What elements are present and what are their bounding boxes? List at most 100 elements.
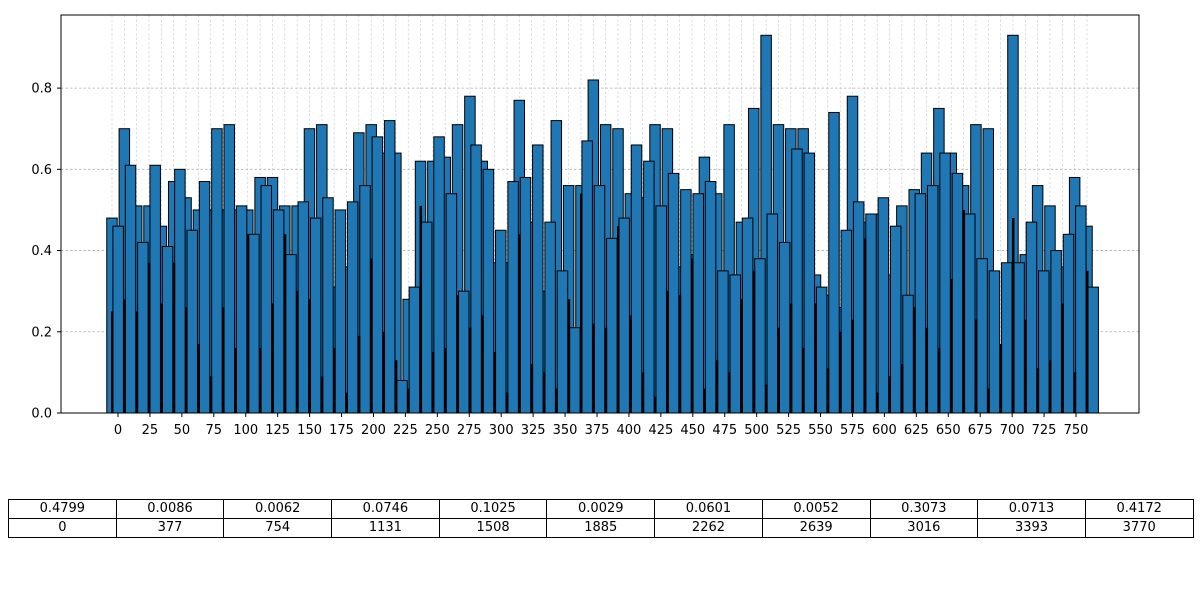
x-tick-label: 325 (521, 423, 546, 438)
bar (569, 327, 581, 414)
bar (235, 205, 248, 414)
overlay-bar (209, 376, 213, 413)
bar (457, 290, 470, 414)
bar (741, 217, 754, 414)
bar (507, 181, 519, 414)
bar (371, 136, 384, 414)
bar (1025, 221, 1038, 414)
overlay-bar (826, 368, 830, 413)
overlay-bar (308, 299, 311, 413)
overlay-bar (913, 307, 916, 413)
bar (544, 221, 556, 414)
table-cell-index: 1885 (546, 518, 656, 538)
bar (556, 270, 569, 414)
x-tick-label: 125 (265, 423, 290, 438)
bar (729, 274, 742, 414)
x-axis-ticks: 0 25 50 75 100 125 150 175 200 225 250 275 300 325 350… (114, 413, 1088, 438)
x-tick-label: 725 (1032, 423, 1057, 438)
overlay-bar (407, 388, 410, 413)
overlay-bar (518, 234, 521, 413)
bar (186, 229, 198, 414)
overlay-bar (493, 352, 497, 413)
x-tick-label: 650 (936, 423, 961, 438)
overlay-bar (691, 258, 694, 413)
overlay-bar (234, 348, 237, 413)
bar (260, 185, 273, 414)
overlay-bar (481, 315, 484, 413)
x-tick-label: 200 (361, 423, 386, 438)
x-tick-label: 0 (114, 423, 122, 438)
x-tick-label: 25 (142, 423, 159, 438)
overlay-bar (370, 258, 373, 413)
x-tick-label: 550 (808, 423, 833, 438)
overlay-bar (925, 327, 929, 413)
bar (1038, 270, 1050, 414)
overlay-bar (345, 392, 348, 413)
overlay-bar (1024, 319, 1027, 413)
bar (297, 201, 310, 414)
bar (346, 201, 359, 414)
overlay-bar (333, 348, 336, 413)
overlay-bar (654, 396, 657, 413)
overlay-bar (888, 376, 892, 413)
overlay-bar (1036, 368, 1040, 413)
table-cell-index: 377 (115, 518, 225, 538)
data-table: 0.4799 0.0086 0.0062 0.0746 0.1025 0.0029 0.06… (8, 499, 1194, 538)
x-tick-label: 300 (489, 423, 514, 438)
x-tick-label: 100 (233, 423, 258, 438)
bar (618, 217, 630, 414)
overlay-bar (1086, 270, 1089, 413)
bar (174, 168, 186, 414)
x-tick-label: 600 (872, 423, 897, 438)
x-tick-label: 50 (174, 423, 191, 438)
bar (1001, 262, 1013, 414)
overlay-bar (444, 348, 447, 413)
y-tick-label: 0.4 (31, 244, 52, 259)
bar (581, 140, 593, 414)
bar (791, 148, 803, 414)
bar (939, 152, 951, 414)
bar (680, 189, 692, 414)
overlay-bar (765, 384, 768, 413)
overlay-bar (629, 315, 632, 413)
x-tick-label: 75 (206, 423, 223, 438)
bar (803, 152, 816, 414)
bar (272, 209, 285, 414)
bar (334, 209, 347, 414)
x-tick-label: 275 (457, 423, 482, 438)
overlay-bar (617, 226, 620, 413)
bar (445, 193, 458, 414)
overlay-bar (999, 343, 1003, 413)
table-cell-index: 3770 (1084, 518, 1194, 538)
plot-frame (60, 14, 1140, 414)
bar (717, 270, 729, 414)
bar (964, 213, 976, 414)
x-tick-label: 475 (712, 423, 737, 438)
bar (149, 164, 161, 414)
table-cell-index: 3393 (977, 518, 1086, 538)
x-tick-label: 700 (1000, 423, 1025, 438)
bar-chart: 0.0 0.2 0.4 0.6 0.8 0 25 50 75 100 125 150 175 200 22… (31, 14, 1140, 438)
y-axis-ticks: 0.0 0.2 0.4 0.6 0.8 (31, 82, 61, 422)
x-tick-label: 175 (329, 423, 354, 438)
bar (211, 128, 223, 414)
overlay-bar (839, 331, 842, 413)
bar (828, 111, 840, 414)
bar (988, 270, 1001, 414)
bar (630, 144, 643, 414)
overlay-bar (271, 303, 274, 413)
overlay-bar (962, 209, 966, 413)
bar (248, 233, 260, 414)
bar (1062, 233, 1075, 414)
table-cell-value: 0.3073 (869, 499, 979, 519)
overlay-bar (876, 392, 879, 413)
overlay-bar (111, 311, 114, 413)
overlay-bar (394, 360, 398, 413)
overlay-bar (752, 270, 756, 413)
overlay-bar (431, 352, 435, 413)
overlay-bar (135, 311, 139, 413)
overlay-bar (1073, 372, 1077, 413)
overlay-bar (567, 299, 571, 413)
bar (322, 197, 334, 414)
overlay-bar (320, 376, 324, 413)
